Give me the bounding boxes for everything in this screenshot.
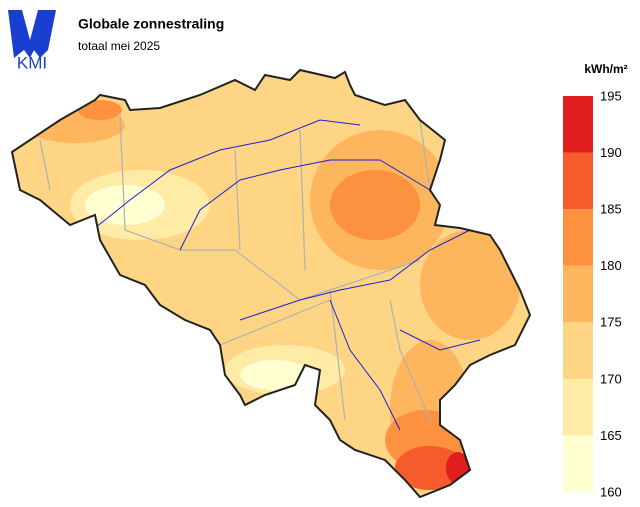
river bbox=[79, 119, 481, 431]
zone bbox=[420, 230, 520, 340]
subtitle: totaal mei 2025 bbox=[78, 39, 160, 53]
legend-swatch bbox=[563, 322, 593, 379]
title: Globale zonnestraling bbox=[78, 16, 224, 32]
legend-tick-label: 190 bbox=[600, 145, 622, 160]
legend-tick-label: 195 bbox=[600, 88, 622, 103]
legend-tick-label: 165 bbox=[600, 428, 622, 443]
legend-tick-label: 180 bbox=[600, 258, 622, 273]
zone bbox=[240, 360, 310, 390]
boundaries bbox=[39, 114, 481, 431]
logo-mark bbox=[8, 10, 56, 58]
zone bbox=[78, 100, 122, 120]
legend-swatch bbox=[563, 435, 593, 492]
legend-unit: kWh/m² bbox=[584, 62, 627, 76]
legend-swatch bbox=[563, 152, 593, 210]
map-zones bbox=[12, 70, 530, 497]
zone bbox=[395, 446, 465, 490]
legend-tick-label: 170 bbox=[600, 371, 622, 386]
logo: KMI bbox=[8, 10, 56, 72]
legend-swatch bbox=[563, 209, 593, 266]
legend-tick-label: 185 bbox=[600, 202, 622, 217]
legend-swatch bbox=[563, 265, 593, 323]
logo-text: KMI bbox=[17, 53, 47, 72]
zone bbox=[85, 185, 165, 225]
legend-tick-label: 160 bbox=[600, 484, 622, 499]
legend-swatch bbox=[563, 96, 593, 153]
legend-swatch bbox=[563, 378, 593, 436]
legend: kWh/m² 160 165 170 175 180 185 190 195 bbox=[563, 62, 628, 499]
zone bbox=[330, 170, 420, 240]
legend-tick-label: 175 bbox=[600, 315, 622, 330]
border-line bbox=[39, 114, 431, 421]
